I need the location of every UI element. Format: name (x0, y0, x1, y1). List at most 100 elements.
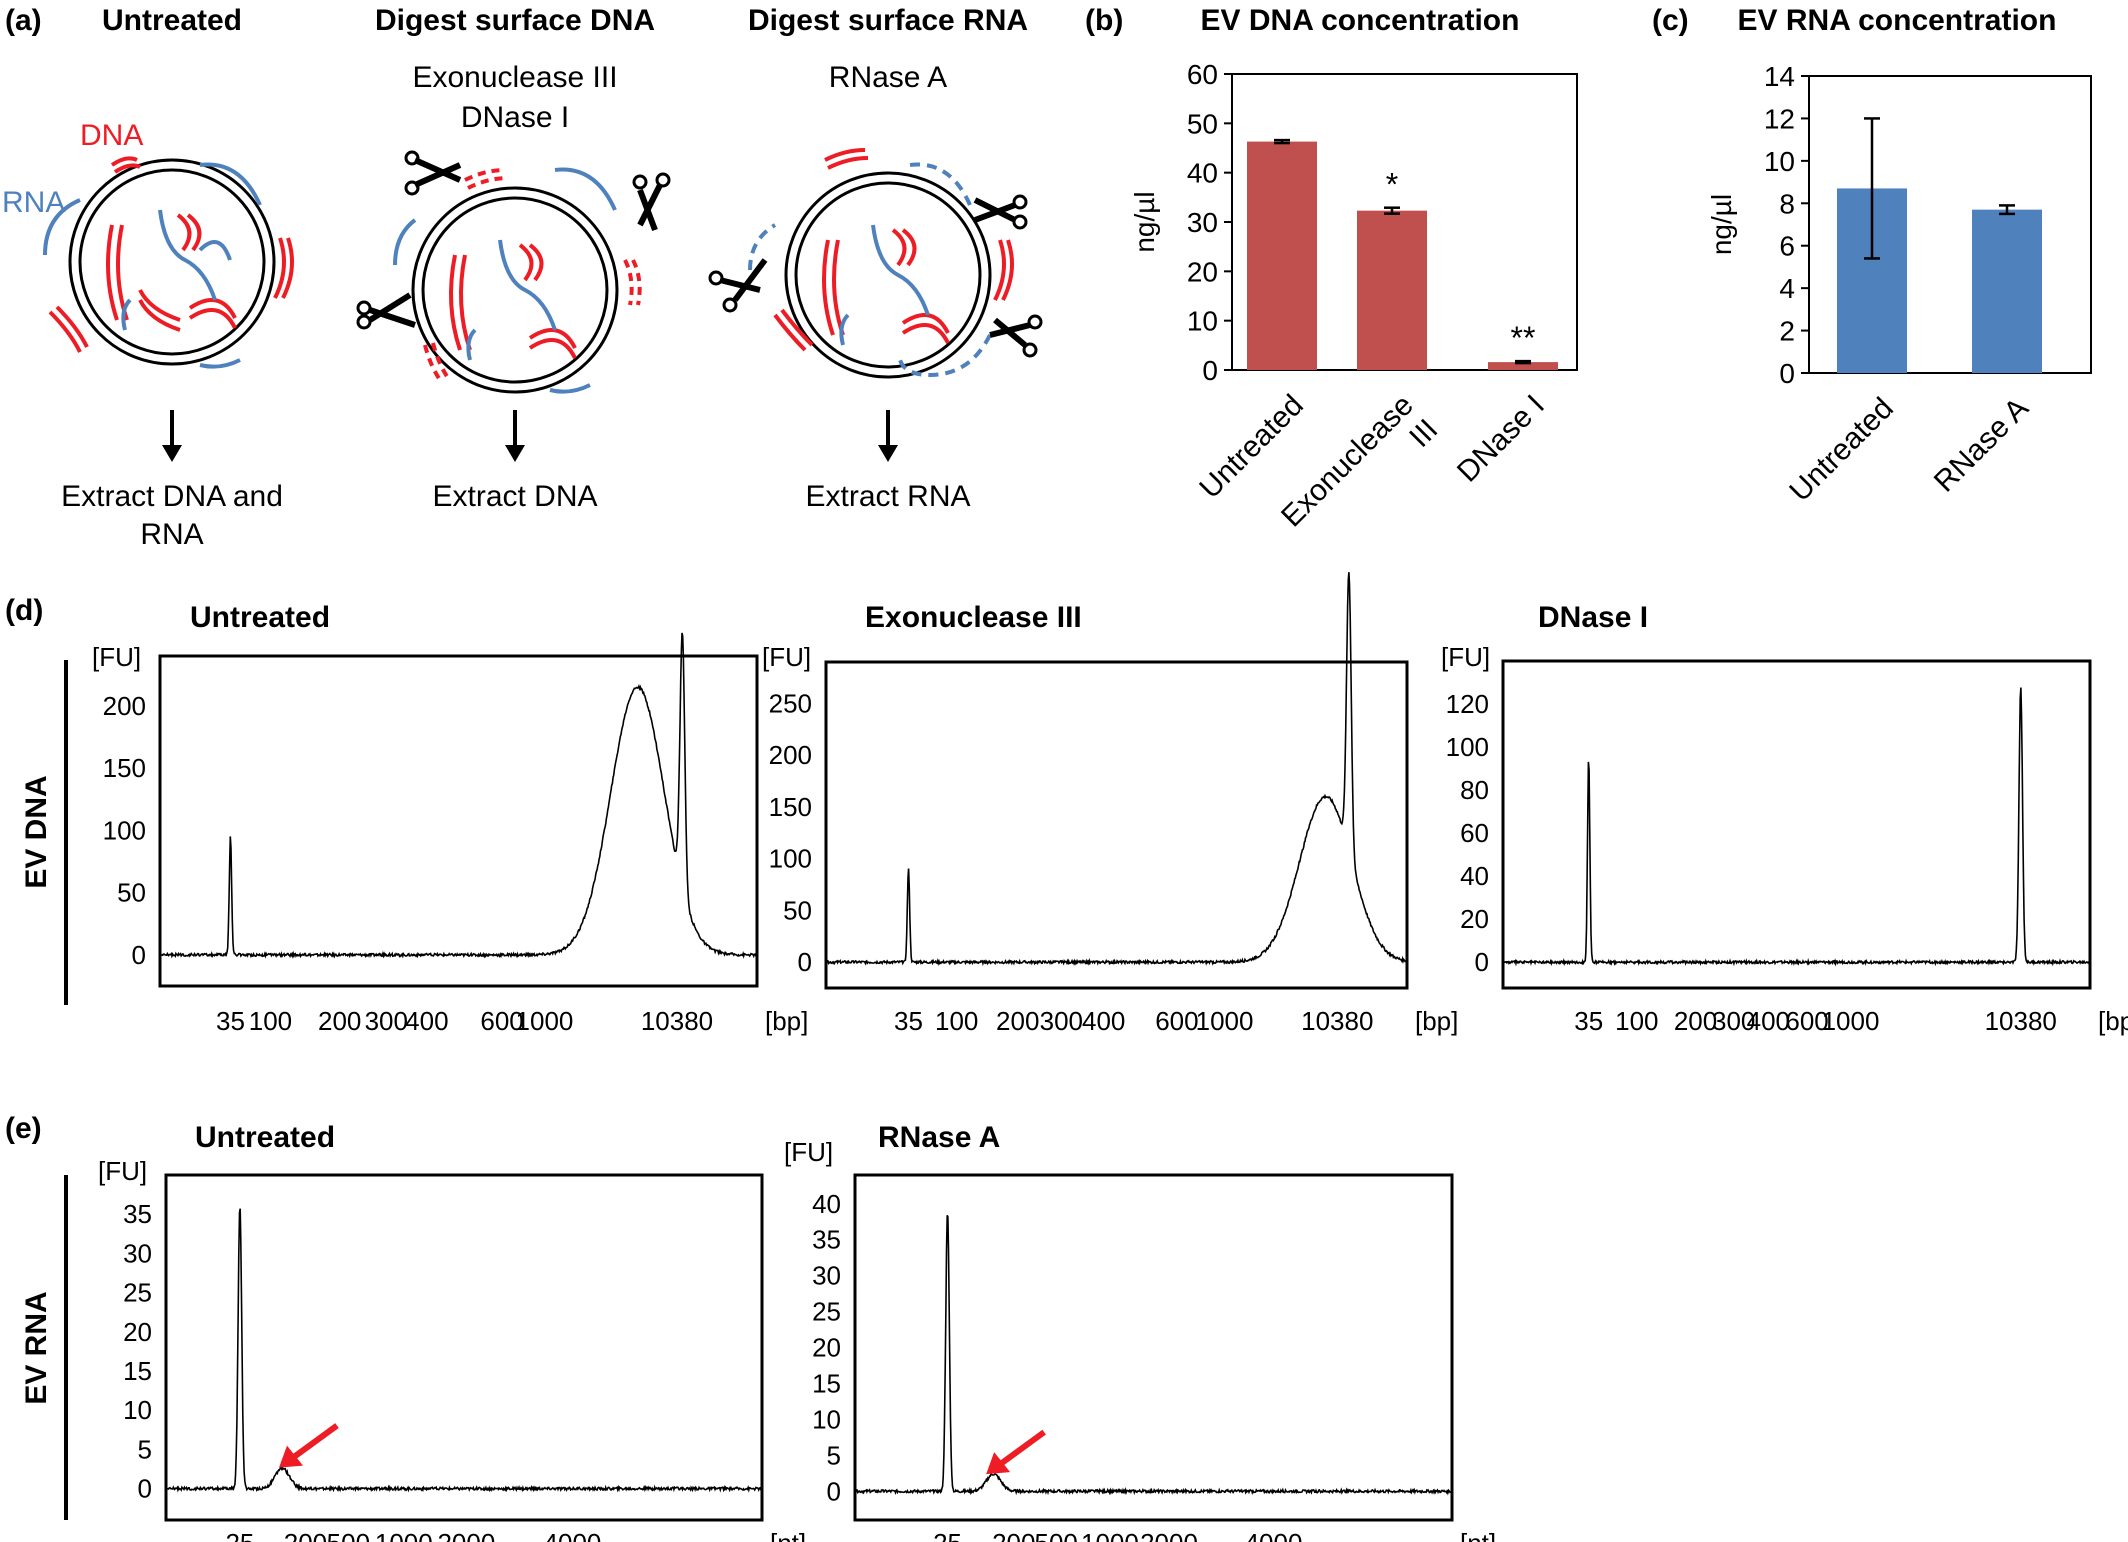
x-tick-label: 400 (405, 1006, 448, 1036)
significance-label: * (1386, 167, 1398, 203)
x-unit-label: [nt] (770, 1528, 806, 1542)
x-tick-label: 1000 (375, 1528, 433, 1542)
panel-d-row-label: EV DNA (20, 775, 53, 888)
x-unit-label: [bp] (2098, 1006, 2128, 1036)
category-label: Untreated (1193, 389, 1309, 505)
y-unit-label: [FU] (1441, 642, 1490, 672)
y-tick-label: 14 (1764, 61, 1795, 92)
x-tick-label: 600 (1155, 1006, 1198, 1036)
y-tick-label: 100 (103, 815, 146, 845)
x-tick-label: 500 (327, 1528, 370, 1542)
y-tick-label: 0 (798, 947, 812, 977)
bar-3 (1488, 362, 1558, 370)
trace-line (159, 632, 758, 959)
y-tick-label: 0 (1202, 355, 1218, 386)
panel-e: (e) EV RNA (5, 1112, 68, 1520)
trace-title: Untreated (190, 601, 330, 634)
electropherogram-dna-dnase: DNase I [FU] 0 20 40 60 80 100 120 35 100 200300400… (1441, 601, 2128, 1036)
x-tick-label: 10380 (1985, 1006, 2057, 1036)
y-tick-label: 30 (812, 1261, 841, 1291)
red-arrow-shaft (994, 1429, 1046, 1470)
electropherogram-dna-exonuclease: Exonuclease III [FU] 0 50 100 150 200 250 35 100 2… (762, 572, 1458, 1036)
vesicle-dna-digest (356, 150, 671, 462)
x-tick-label: 300 (1040, 1006, 1083, 1036)
x-tick-label: 35 (894, 1006, 923, 1036)
trace-title: Untreated (195, 1121, 335, 1154)
y-tick-label: 40 (812, 1189, 841, 1219)
y-tick-label: 60 (1187, 59, 1218, 90)
x-tick-label: 200 (992, 1528, 1035, 1542)
y-axis-label: ng/µl (1129, 191, 1160, 252)
y-tick-label: 2 (1779, 316, 1795, 347)
y-unit-label: [FU] (784, 1137, 833, 1167)
x-tick-label: 35 (216, 1006, 245, 1036)
y-tick-label: 8 (1779, 188, 1795, 219)
y-unit-label: [FU] (98, 1156, 147, 1186)
y-tick-label: 10 (812, 1404, 841, 1434)
y-tick-label: 5 (827, 1440, 841, 1470)
panel-a-label: (a) (5, 4, 42, 37)
category-label: DNase I (1451, 389, 1551, 489)
y-tick-label: 20 (123, 1317, 152, 1347)
trace-frame (164, 1173, 764, 1522)
panel-d-label: (d) (5, 594, 43, 627)
y-tick-label: 10 (1764, 146, 1795, 177)
y-tick-label: 0 (138, 1474, 152, 1504)
category-label-line: Untreated (1193, 389, 1309, 505)
category-label: Untreated (1783, 392, 1899, 508)
step-extract-dna-rna: Extract DNA and (61, 480, 283, 513)
x-tick-label: 10380 (1301, 1006, 1373, 1036)
x-tick-label: 300 (365, 1006, 408, 1036)
x-tick-label: 400 (1747, 1006, 1790, 1036)
y-tick-label: 12 (1764, 103, 1795, 134)
panel-b-label: (b) (1085, 4, 1123, 37)
y-tick-label: 200 (103, 691, 146, 721)
x-tick-label: 4000 (1245, 1528, 1303, 1542)
x-tick-label: 200 (284, 1528, 327, 1542)
x-tick-label: 600 (1785, 1006, 1828, 1036)
x-tick-label: 500 (1034, 1528, 1077, 1542)
y-tick-label: 35 (123, 1199, 152, 1229)
y-tick-label: 100 (769, 844, 812, 874)
y-tick-label: 150 (103, 753, 146, 783)
trace-line (854, 1214, 1453, 1496)
y-tick-label: 5 (138, 1434, 152, 1464)
chart-c-title: EV RNA concentration (1738, 4, 2057, 37)
category-label: RNase A (1928, 392, 2035, 499)
panel-c-label: (c) (1652, 4, 1689, 37)
x-unit-label: [bp] (1415, 1006, 1458, 1036)
trace-line (1502, 687, 2091, 967)
x-tick-label: 100 (249, 1006, 292, 1036)
vesicle-rna-digest (708, 148, 1043, 462)
y-tick-label: 60 (1460, 818, 1489, 848)
y-tick-label: 40 (1460, 861, 1489, 891)
category-label-line: RNase A (1928, 392, 2035, 499)
electropherogram-rna-untreated: Untreated [FU] 0 5 10 15 20 25 30 35 25 200500 1000 2… (98, 1121, 806, 1542)
x-tick-label: 10380 (641, 1006, 713, 1036)
y-tick-label: 25 (123, 1278, 152, 1308)
y-tick-label: 250 (769, 688, 812, 718)
trace-title: Exonuclease III (865, 601, 1082, 634)
enzyme-dnase-label: DNase I (461, 101, 569, 134)
enzyme-exonuclease-label: Exonuclease III (412, 61, 617, 94)
y-tick-label: 25 (812, 1297, 841, 1327)
red-arrow-head (279, 1445, 303, 1468)
trace-frame (1501, 659, 2092, 990)
x-tick-label: 200 (318, 1006, 361, 1036)
category-label-line: Untreated (1783, 392, 1899, 508)
chart-c-frame (1808, 75, 2092, 374)
x-tick-label: 100 (935, 1006, 978, 1036)
x-tick-label: 400 (1082, 1006, 1125, 1036)
y-tick-label: 4 (1779, 273, 1795, 304)
y-tick-label: 0 (1475, 947, 1489, 977)
y-tick-label: 35 (812, 1225, 841, 1255)
x-unit-label: [bp] (765, 1006, 808, 1036)
x-tick-label: 1000 (1196, 1006, 1254, 1036)
y-tick-label: 50 (783, 895, 812, 925)
panel-a-title-rna: Digest surface RNA (748, 4, 1028, 37)
trace-line (825, 572, 1408, 967)
panel-c-bar-chart: (c) EV RNA concentration 0 2 4 6 8 10 12 14 ng/µl… (1652, 4, 2092, 508)
trace-frame (158, 654, 759, 988)
y-tick-label: 6 (1779, 231, 1795, 262)
